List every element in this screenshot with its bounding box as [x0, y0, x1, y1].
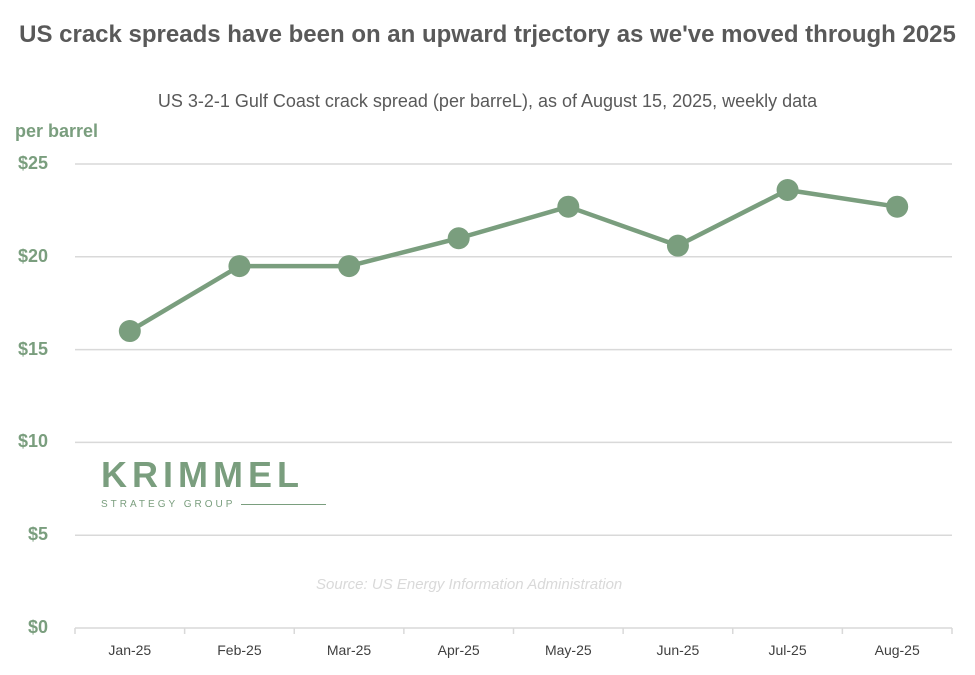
y-tick-label: $25 [17, 153, 48, 173]
data-point-jan-25 [118, 320, 141, 343]
chart-title: US crack spreads have been on an upward … [19, 21, 956, 48]
data-point-may-25 [557, 195, 580, 218]
chart-subtitle: US 3-2-1 Gulf Coast crack spread (per ba… [157, 91, 818, 111]
data-point-mar-25 [338, 255, 361, 278]
krimmel-logo: KRIMMEL STRATEGY GROUP [101, 455, 326, 510]
x-tick-label: May-25 [544, 642, 592, 658]
logo-tagline: STRATEGY GROUP [101, 499, 236, 510]
y-tick-label: $0 [27, 617, 48, 637]
x-tick-label: Apr-25 [437, 642, 480, 658]
y-axis-unit-label: per barrel [15, 121, 99, 141]
logo-wordmark: KRIMMEL [101, 454, 304, 495]
x-tick-label: Aug-25 [874, 642, 920, 658]
x-tick-label: Jun-25 [656, 642, 700, 658]
data-point-aug-25 [886, 195, 909, 218]
data-point-jul-25 [776, 178, 799, 201]
data-point-apr-25 [447, 227, 470, 250]
logo-underline [241, 504, 326, 505]
y-tick-label: $5 [27, 524, 48, 545]
x-tick-label: Jul-25 [768, 642, 807, 658]
data-point-feb-25 [228, 255, 251, 278]
logo-tagline-row: STRATEGY GROUP [101, 499, 326, 510]
x-tick-label: Mar-25 [326, 642, 372, 658]
y-tick-label: $15 [17, 338, 48, 359]
data-point-jun-25 [666, 234, 689, 257]
series-line [128, 187, 898, 333]
x-tick-label: Feb-25 [217, 642, 262, 658]
y-tick-label: $10 [17, 431, 48, 452]
source-note: Source: US Energy Information Administra… [316, 576, 623, 593]
y-tick-label: $20 [17, 245, 48, 266]
x-tick-label: Jan-25 [108, 642, 152, 658]
